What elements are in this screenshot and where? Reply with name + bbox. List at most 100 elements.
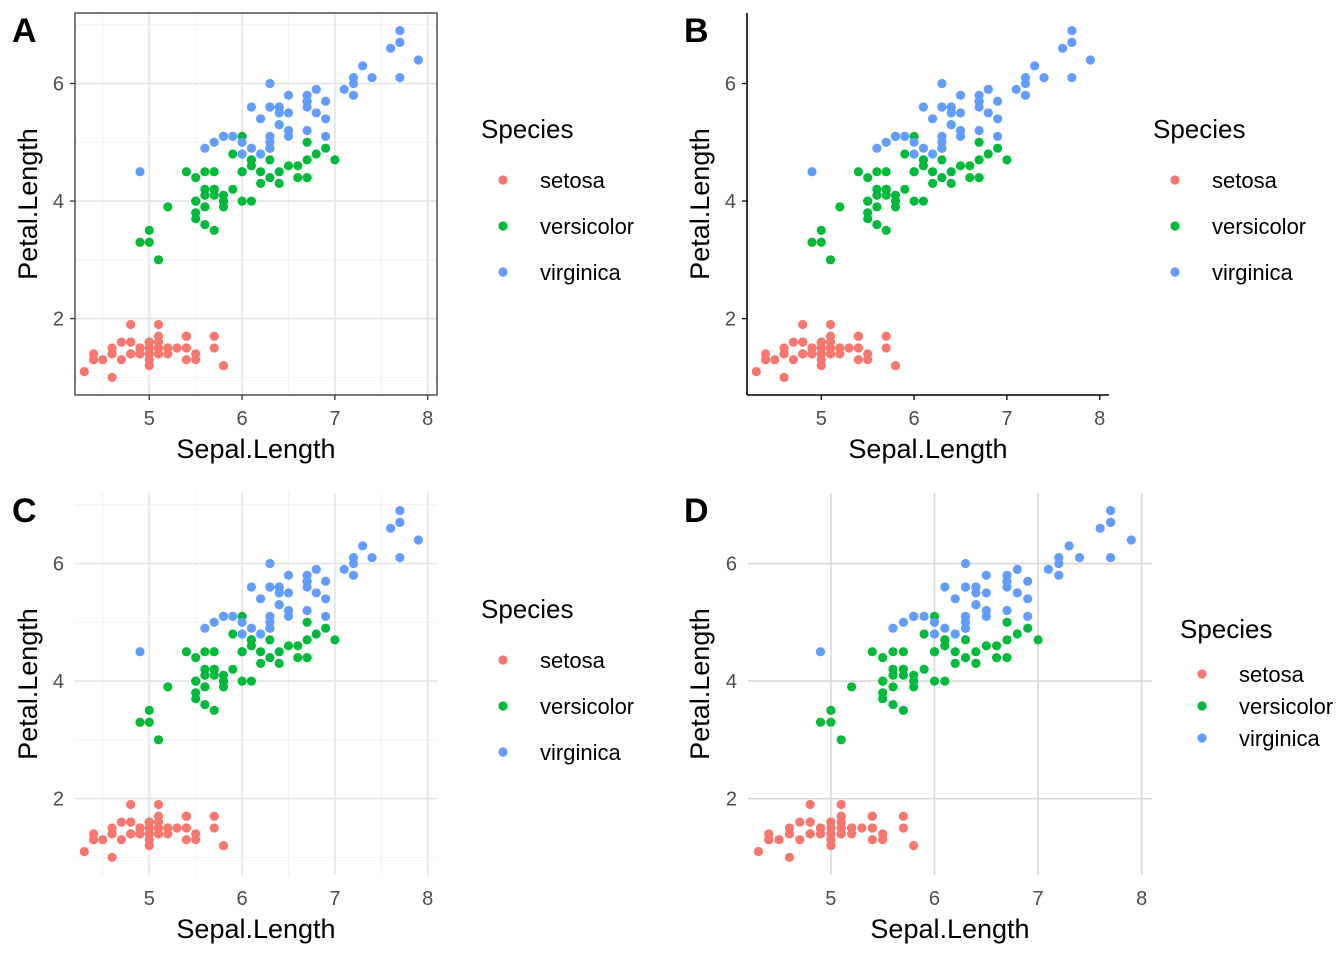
point-virginica <box>321 114 331 124</box>
point-virginica <box>256 149 266 159</box>
point-virginica <box>909 137 919 147</box>
point-virginica <box>807 167 817 177</box>
point-versicolor <box>981 641 991 651</box>
x-tick-label: 8 <box>1136 888 1147 910</box>
point-virginica <box>367 73 377 83</box>
legend-label-setosa: setosa <box>1239 662 1305 687</box>
point-virginica <box>1054 570 1064 580</box>
x-axis-title: Sepal.Length <box>176 914 335 944</box>
point-virginica <box>955 90 966 100</box>
point-virginica <box>395 73 405 83</box>
point-virginica <box>283 108 294 118</box>
point-virginica <box>928 149 938 159</box>
point-versicolor <box>835 202 845 212</box>
point-versicolor <box>274 167 284 177</box>
point-versicolor <box>1002 617 1012 627</box>
point-setosa <box>116 337 126 347</box>
x-tick-label: 8 <box>1094 408 1105 430</box>
point-versicolor <box>960 653 971 663</box>
point-virginica <box>918 102 928 112</box>
point-versicolor <box>153 735 164 745</box>
point-virginica <box>898 617 908 627</box>
point-virginica <box>348 558 359 569</box>
point-versicolor <box>960 635 971 645</box>
point-virginica <box>1106 517 1116 527</box>
point-virginica <box>929 629 940 639</box>
legend-label-setosa: setosa <box>1212 168 1278 193</box>
point-versicolor <box>825 255 836 265</box>
point-setosa <box>836 817 846 827</box>
point-virginica <box>395 517 405 527</box>
point-versicolor <box>815 717 826 727</box>
point-versicolor <box>293 653 303 663</box>
point-versicolor <box>974 173 984 183</box>
point-virginica <box>1067 26 1077 36</box>
x-tick-label: 6 <box>909 408 920 430</box>
point-versicolor <box>993 143 1003 153</box>
point-virginica <box>937 78 947 89</box>
point-versicolor <box>971 658 981 668</box>
legend-key-versicolor <box>498 221 508 231</box>
point-virginica <box>1095 523 1105 533</box>
point-versicolor <box>135 717 145 727</box>
y-tick-label: 6 <box>726 554 737 576</box>
point-virginica <box>1043 564 1053 574</box>
point-versicolor <box>302 617 312 627</box>
point-setosa <box>764 835 774 845</box>
point-versicolor <box>909 196 919 206</box>
point-virginica <box>274 108 284 118</box>
point-versicolor <box>888 682 898 692</box>
point-virginica <box>348 78 359 89</box>
point-virginica <box>209 137 219 147</box>
point-setosa <box>805 799 815 810</box>
point-virginica <box>386 523 396 533</box>
point-virginica <box>974 96 984 106</box>
point-versicolor <box>302 155 312 165</box>
point-versicolor <box>302 173 312 183</box>
point-setosa <box>89 835 99 845</box>
point-setosa <box>126 319 136 330</box>
point-setosa <box>191 355 201 365</box>
point-setosa <box>774 835 784 845</box>
legend-label-versicolor: versicolor <box>1239 694 1333 719</box>
point-virginica <box>1106 553 1116 563</box>
point-setosa <box>798 337 808 347</box>
point-versicolor <box>992 653 1002 663</box>
point-versicolor <box>256 178 266 188</box>
point-virginica <box>1030 61 1040 71</box>
point-versicolor <box>940 641 950 651</box>
x-tick-label: 5 <box>144 888 155 910</box>
point-versicolor <box>863 173 873 183</box>
point-versicolor <box>246 676 256 686</box>
point-setosa <box>867 835 877 845</box>
point-versicolor <box>872 202 882 212</box>
point-setosa <box>107 349 117 359</box>
point-virginica <box>872 143 882 153</box>
x-tick-label: 8 <box>422 888 433 910</box>
point-virginica <box>1012 564 1022 574</box>
point-setosa <box>853 343 863 353</box>
point-versicolor <box>283 641 294 651</box>
point-setosa <box>867 823 877 833</box>
point-virginica <box>256 114 266 124</box>
legend-title: Species <box>1180 614 1273 644</box>
point-virginica <box>200 623 210 633</box>
point-versicolor <box>293 173 303 183</box>
point-virginica <box>302 96 312 106</box>
point-versicolor <box>265 635 275 645</box>
point-setosa <box>751 366 761 377</box>
point-virginica <box>283 605 294 616</box>
point-versicolor <box>955 161 966 171</box>
point-setosa <box>784 829 794 839</box>
point-versicolor <box>330 635 340 645</box>
point-virginica <box>937 102 947 112</box>
point-setosa <box>153 817 164 827</box>
point-virginica <box>302 125 312 136</box>
point-setosa <box>815 829 826 839</box>
point-virginica <box>974 125 984 136</box>
point-setosa <box>172 343 182 353</box>
point-setosa <box>181 811 191 821</box>
point-setosa <box>126 817 136 827</box>
point-virginica <box>1039 73 1049 83</box>
point-virginica <box>955 125 966 136</box>
